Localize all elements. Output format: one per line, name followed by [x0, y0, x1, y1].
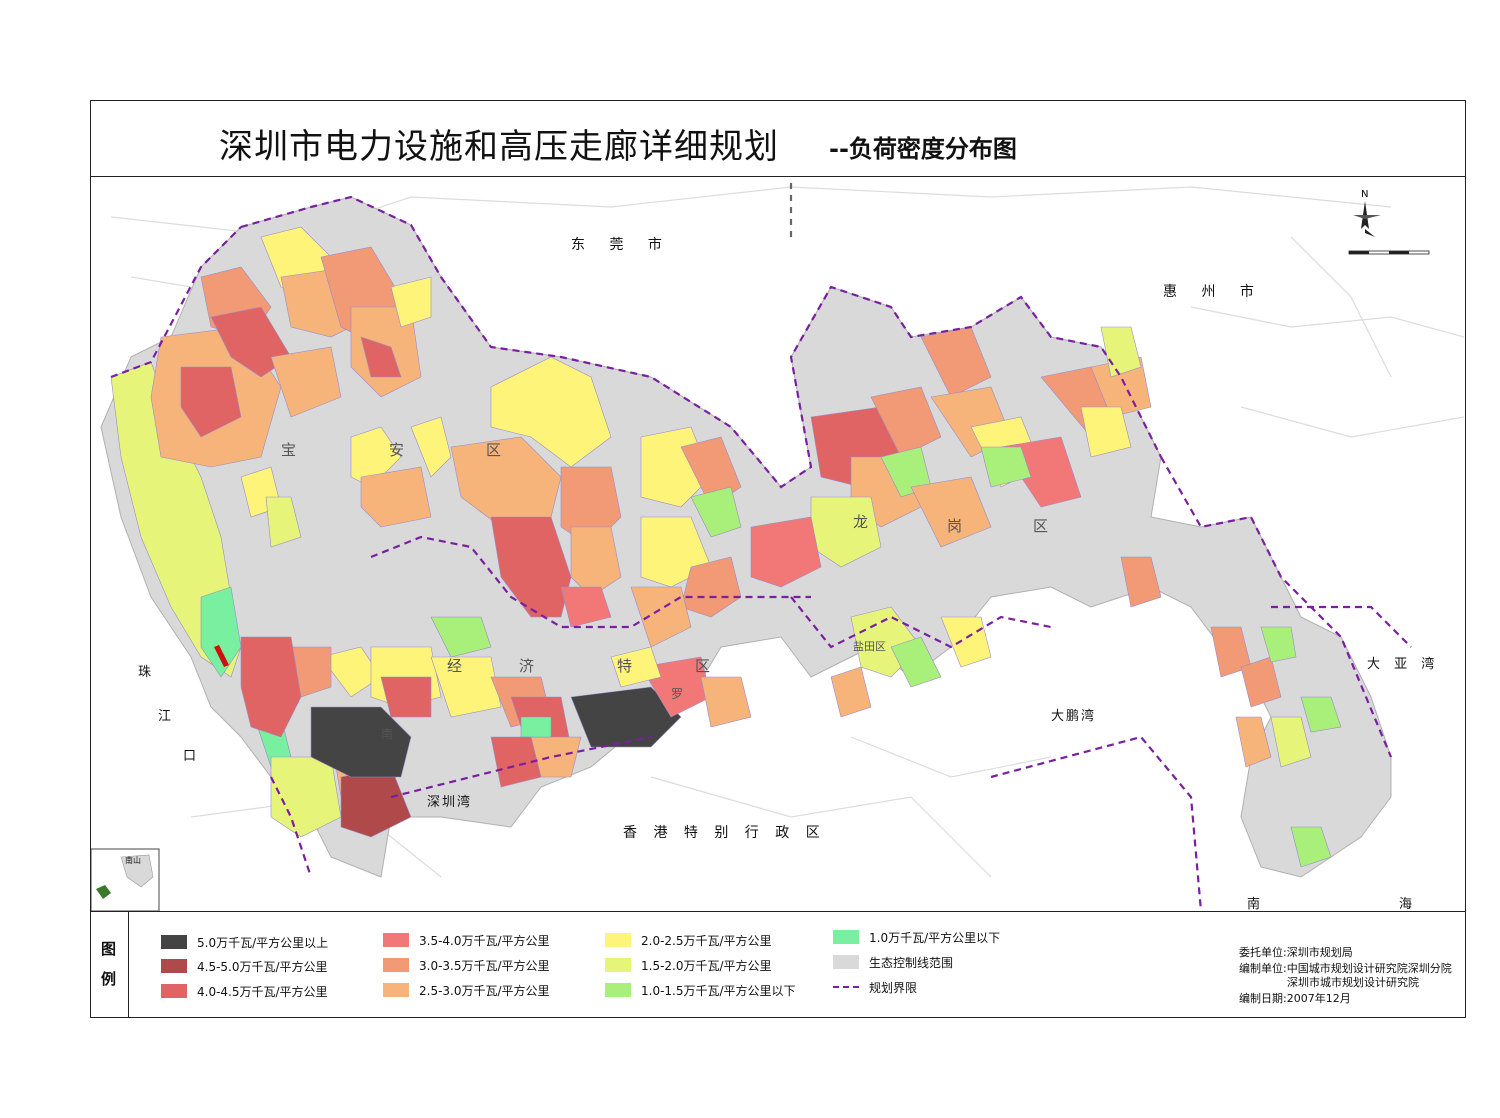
legend-item: 3.5-4.0万千瓦/平方公里: [383, 930, 550, 950]
legend-item: 2.5-3.0万千瓦/平方公里: [383, 980, 550, 1000]
legend-swatch: [833, 955, 859, 969]
legend-swatch: [161, 935, 187, 949]
legend-title-1: 图: [101, 940, 117, 958]
legend-swatch: [605, 983, 631, 997]
label-luohu: 罗: [671, 687, 684, 701]
legend-item: 1.5-2.0万千瓦/平方公里: [605, 955, 772, 975]
legend-text: 3.0-3.5万千瓦/平方公里: [419, 958, 550, 973]
label-yantian: 盐田区: [853, 640, 886, 653]
density-zones: [110, 226, 1342, 868]
legend-text: 3.5-4.0万千瓦/平方公里: [419, 933, 550, 948]
legend-item: 5.0万千瓦/平方公里以上: [161, 932, 328, 952]
red-marker: [214, 645, 229, 667]
label-longgang-3: 区: [1033, 517, 1049, 535]
title-bar: 深圳市电力设施和高压走廊详细规划 --负荷密度分布图: [91, 101, 1465, 177]
legend-item: 4.5-5.0万千瓦/平方公里: [161, 956, 328, 976]
north-arrow-icon: N: [1353, 189, 1381, 237]
label-sez-1: 经: [447, 657, 463, 675]
label-longgang-2: 岗: [947, 517, 963, 535]
label-baoan-2: 安: [389, 441, 405, 459]
legend-item: 2.0-2.5万千瓦/平方公里: [605, 930, 772, 950]
legend-swatch: [383, 933, 409, 947]
legend-swatch: [161, 984, 187, 998]
legend-text: 规划界限: [869, 980, 918, 995]
label-sez-2: 济: [519, 657, 535, 675]
label-pearl-kou: 口: [183, 749, 202, 764]
legend-text: 2.0-2.5万千瓦/平方公里: [641, 933, 772, 948]
legend-item: 1.0-1.5万千瓦/平方公里以下: [605, 980, 796, 1000]
scale-bar: [1348, 250, 1430, 255]
north-label: N: [1361, 189, 1368, 200]
legend-swatch: [833, 930, 859, 944]
legend-text: 1.5-2.0万千瓦/平方公里: [641, 958, 772, 973]
credit-date: 编制日期:2007年12月: [1239, 992, 1351, 1005]
legend-swatch-boundary: [833, 980, 859, 994]
legend-text: 2.5-3.0万千瓦/平方公里: [419, 983, 550, 998]
legend-swatch: [161, 959, 187, 973]
page-title: 深圳市电力设施和高压走廊详细规划: [219, 127, 779, 167]
legend: 图 例 5.0万千瓦/平方公里以上 4.5-5.0万千瓦/平方公里 4.0-4.5万…: [91, 911, 1465, 1017]
label-shenzhen-bay: 深圳湾: [427, 795, 473, 810]
legend-text: 1.0万千瓦/平方公里以下: [869, 930, 1001, 945]
legend-title: 图 例: [91, 912, 129, 1017]
map-area: 东 莞 市 惠 州 市 香 港 特 别 行 政 区 深圳湾 大鹏湾 大 亚 湾 …: [91, 177, 1465, 911]
planning-boundary: [110, 177, 1412, 911]
label-baoan-3: 区: [486, 441, 502, 459]
legend-item: 3.0-3.5万千瓦/平方公里: [383, 955, 550, 975]
legend-text: 1.0-1.5万千瓦/平方公里以下: [641, 983, 796, 998]
legend-item: 1.0万千瓦/平方公里以下: [833, 927, 1000, 947]
legend-title-2: 例: [101, 970, 117, 988]
inset-label: 南山: [125, 856, 141, 865]
legend-swatch: [383, 958, 409, 972]
credit-client: 委托单位:深圳市规划局: [1239, 946, 1353, 959]
inset-map: [91, 848, 160, 911]
label-baoan-1: 宝: [281, 441, 297, 459]
credit-compiler-1: 编制单位:中国城市规划设计研究院深圳分院: [1239, 962, 1452, 975]
legend-text: 生态控制线范围: [869, 955, 954, 970]
label-nanshan: 南: [381, 727, 394, 741]
label-pearl-jiang: 江: [158, 709, 177, 724]
legend-item: 规划界限: [833, 977, 917, 997]
legend-swatch: [383, 983, 409, 997]
legend-text: 4.5-5.0万千瓦/平方公里: [197, 959, 328, 974]
label-south-hai: 海: [1399, 897, 1418, 911]
map-frame: 深圳市电力设施和高压走廊详细规划 --负荷密度分布图: [90, 100, 1466, 1018]
label-sez-3: 特: [617, 657, 633, 675]
legend-item: 4.0-4.5万千瓦/平方公里: [161, 981, 328, 1001]
label-dapeng-bay: 大鹏湾: [1051, 709, 1097, 724]
label-longgang-1: 龙: [853, 513, 869, 531]
label-sez-4: 区: [695, 657, 711, 675]
label-daya-bay: 大 亚 湾: [1367, 657, 1440, 672]
label-hongkong: 香 港 特 别 行 政 区: [623, 825, 826, 841]
label-pearl-zhu: 珠: [138, 665, 157, 680]
page-subtitle: --负荷密度分布图: [829, 135, 1017, 163]
load-density-map: [91, 177, 1464, 911]
label-south-nan: 南: [1247, 897, 1266, 911]
legend-swatch: [605, 933, 631, 947]
label-dongguan: 东 莞 市: [571, 237, 672, 253]
legend-text: 5.0万千瓦/平方公里以上: [197, 935, 329, 950]
legend-swatch: [605, 958, 631, 972]
legend-item: 生态控制线范围: [833, 952, 953, 972]
legend-text: 4.0-4.5万千瓦/平方公里: [197, 984, 328, 999]
label-huizhou: 惠 州 市: [1163, 284, 1264, 300]
credit-compiler-2: 深圳市城市规划设计研究院: [1287, 976, 1419, 989]
